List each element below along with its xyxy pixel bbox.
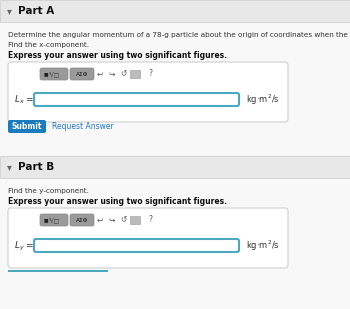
Text: Request Answer: Request Answer	[52, 122, 114, 131]
Text: ■: ■	[44, 71, 49, 77]
Text: ↪: ↪	[109, 70, 115, 78]
Text: AΣΦ: AΣΦ	[76, 71, 88, 77]
Text: ↩: ↩	[97, 70, 103, 78]
Text: Find the x-component.: Find the x-component.	[8, 42, 89, 48]
FancyBboxPatch shape	[40, 68, 68, 80]
Bar	[0, 22, 350, 158]
Text: ⁹√□: ⁹√□	[49, 71, 60, 77]
Text: Express your answer using two significant figures.: Express your answer using two significan…	[8, 197, 227, 206]
Bar	[8, 270, 108, 272]
Bar	[0, 156, 350, 178]
Text: Find the y-component.: Find the y-component.	[8, 188, 89, 194]
Text: ↺: ↺	[120, 70, 126, 78]
Text: ↺: ↺	[120, 215, 126, 225]
Text: ⁹√□: ⁹√□	[49, 217, 60, 223]
Text: ▾: ▾	[7, 162, 12, 172]
FancyBboxPatch shape	[8, 120, 46, 133]
FancyBboxPatch shape	[40, 214, 68, 226]
Text: ↩: ↩	[97, 215, 103, 225]
Bar	[130, 70, 140, 78]
Text: ▾: ▾	[7, 6, 12, 16]
Text: ↪: ↪	[109, 215, 115, 225]
Bar	[0, 178, 350, 309]
Text: $L_y$ =: $L_y$ =	[14, 239, 34, 252]
FancyBboxPatch shape	[70, 214, 94, 226]
Text: ?: ?	[148, 70, 152, 78]
Text: AΣΦ: AΣΦ	[76, 218, 88, 222]
FancyBboxPatch shape	[8, 62, 288, 122]
Text: kg·m$^2$/s: kg·m$^2$/s	[246, 239, 280, 253]
FancyBboxPatch shape	[70, 68, 94, 80]
Text: kg·m$^2$/s: kg·m$^2$/s	[246, 93, 280, 107]
Text: $L_x$ =: $L_x$ =	[14, 94, 34, 106]
Text: ?: ?	[148, 215, 152, 225]
Text: Part B: Part B	[18, 162, 54, 172]
FancyBboxPatch shape	[34, 239, 239, 252]
FancyBboxPatch shape	[8, 208, 288, 268]
Text: Submit: Submit	[12, 122, 42, 131]
Text: Express your answer using two significant figures.: Express your answer using two significan…	[8, 51, 227, 60]
Bar	[130, 216, 140, 224]
Text: Determine the angular momentum of a 78-g particle about the origin of coordinate: Determine the angular momentum of a 78-g…	[8, 32, 350, 38]
Bar	[0, 0, 350, 22]
Text: Part A: Part A	[18, 6, 54, 16]
FancyBboxPatch shape	[34, 93, 239, 106]
Text: ■: ■	[44, 218, 49, 222]
